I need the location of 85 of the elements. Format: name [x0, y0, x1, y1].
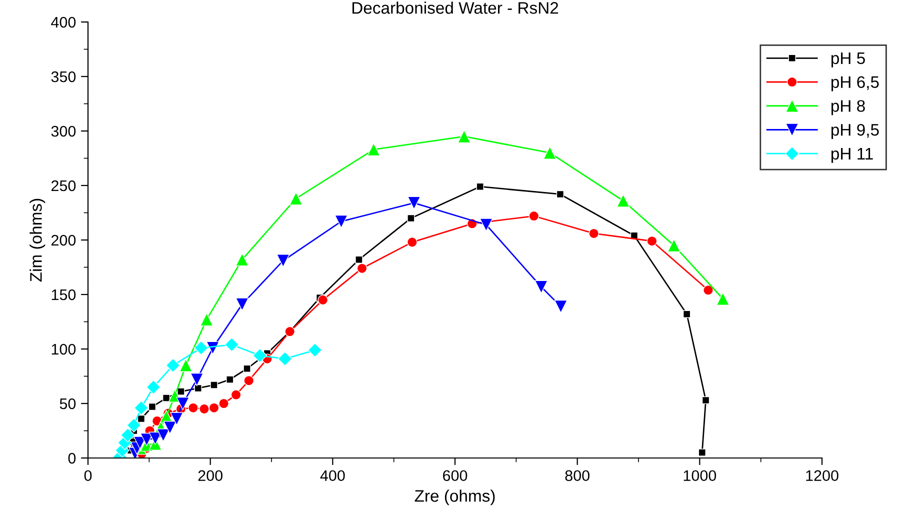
- point: [334, 214, 348, 228]
- point: [252, 348, 268, 363]
- point: [556, 190, 564, 198]
- point: [236, 253, 249, 266]
- point: [543, 146, 556, 160]
- point: [134, 400, 148, 416]
- point: [200, 312, 214, 326]
- point: [176, 396, 190, 410]
- x-tick-label: 1200: [806, 470, 838, 482]
- point: [243, 364, 251, 372]
- point: [318, 294, 328, 306]
- point: [480, 218, 493, 232]
- point: [179, 358, 192, 372]
- point: [289, 192, 303, 206]
- point: [188, 402, 198, 414]
- point: [588, 228, 600, 239]
- legend-label: pH 11: [831, 148, 873, 163]
- point: [355, 256, 363, 264]
- point: [170, 412, 184, 426]
- chart-title: Decarbonised Water - RsN2: [352, 2, 558, 14]
- point: [194, 384, 202, 392]
- point: [667, 238, 681, 252]
- y-tick-label: 250: [51, 180, 76, 192]
- point: [224, 337, 239, 352]
- point: [177, 388, 185, 396]
- x-tick-label: 800: [565, 470, 590, 482]
- point: [534, 280, 548, 294]
- point: [120, 428, 135, 442]
- point: [458, 130, 471, 144]
- point: [476, 182, 484, 190]
- point: [163, 420, 177, 434]
- point: [554, 300, 568, 314]
- x-tick-label: 200: [198, 470, 222, 482]
- x-tick-label: 0: [84, 470, 92, 482]
- point: [703, 284, 714, 296]
- point: [528, 210, 540, 222]
- point: [208, 402, 220, 414]
- legend-label: pH 8: [831, 100, 865, 116]
- point: [230, 390, 242, 400]
- point: [146, 380, 161, 394]
- y-axis-title: Zim (ohms): [30, 198, 46, 282]
- y-tick-label: 100: [52, 344, 76, 355]
- point: [236, 298, 249, 311]
- legend-label: pH 6,5: [831, 76, 879, 92]
- point: [244, 375, 254, 386]
- x-axis-title: Zre (ohms): [414, 490, 495, 506]
- point: [716, 292, 730, 306]
- point: [126, 418, 142, 433]
- point: [199, 404, 210, 414]
- point: [148, 402, 156, 411]
- y-tick-label: 150: [52, 289, 76, 300]
- legend-label: pH 9,5: [831, 124, 879, 140]
- y-tick-label: 50: [60, 398, 76, 410]
- point: [407, 196, 421, 210]
- point: [218, 398, 229, 409]
- point: [137, 414, 146, 423]
- point: [276, 254, 290, 268]
- x-tick-label: 1000: [684, 470, 716, 482]
- y-tick-label: 400: [51, 16, 76, 28]
- x-tick-label: 400: [320, 470, 345, 482]
- point: [702, 396, 710, 404]
- y-tick-label: 350: [51, 71, 76, 82]
- point: [162, 394, 170, 402]
- point: [148, 432, 162, 445]
- y-tick-label: 0: [68, 452, 76, 464]
- point: [278, 352, 292, 366]
- point: [308, 342, 322, 358]
- point: [616, 194, 630, 208]
- y-tick-label: 200: [51, 234, 76, 246]
- x-tick-label: 600: [443, 470, 468, 482]
- point: [407, 214, 415, 222]
- point: [190, 372, 204, 386]
- point: [194, 340, 208, 356]
- point: [210, 381, 218, 389]
- point: [156, 428, 170, 442]
- point: [683, 310, 691, 318]
- point: [166, 358, 180, 373]
- legend-label: pH 5: [831, 52, 865, 68]
- point: [356, 263, 368, 274]
- point: [406, 236, 418, 248]
- y-tick-label: 300: [51, 126, 76, 137]
- point: [226, 376, 234, 384]
- point: [646, 236, 658, 246]
- point: [698, 448, 706, 456]
- point: [367, 142, 380, 156]
